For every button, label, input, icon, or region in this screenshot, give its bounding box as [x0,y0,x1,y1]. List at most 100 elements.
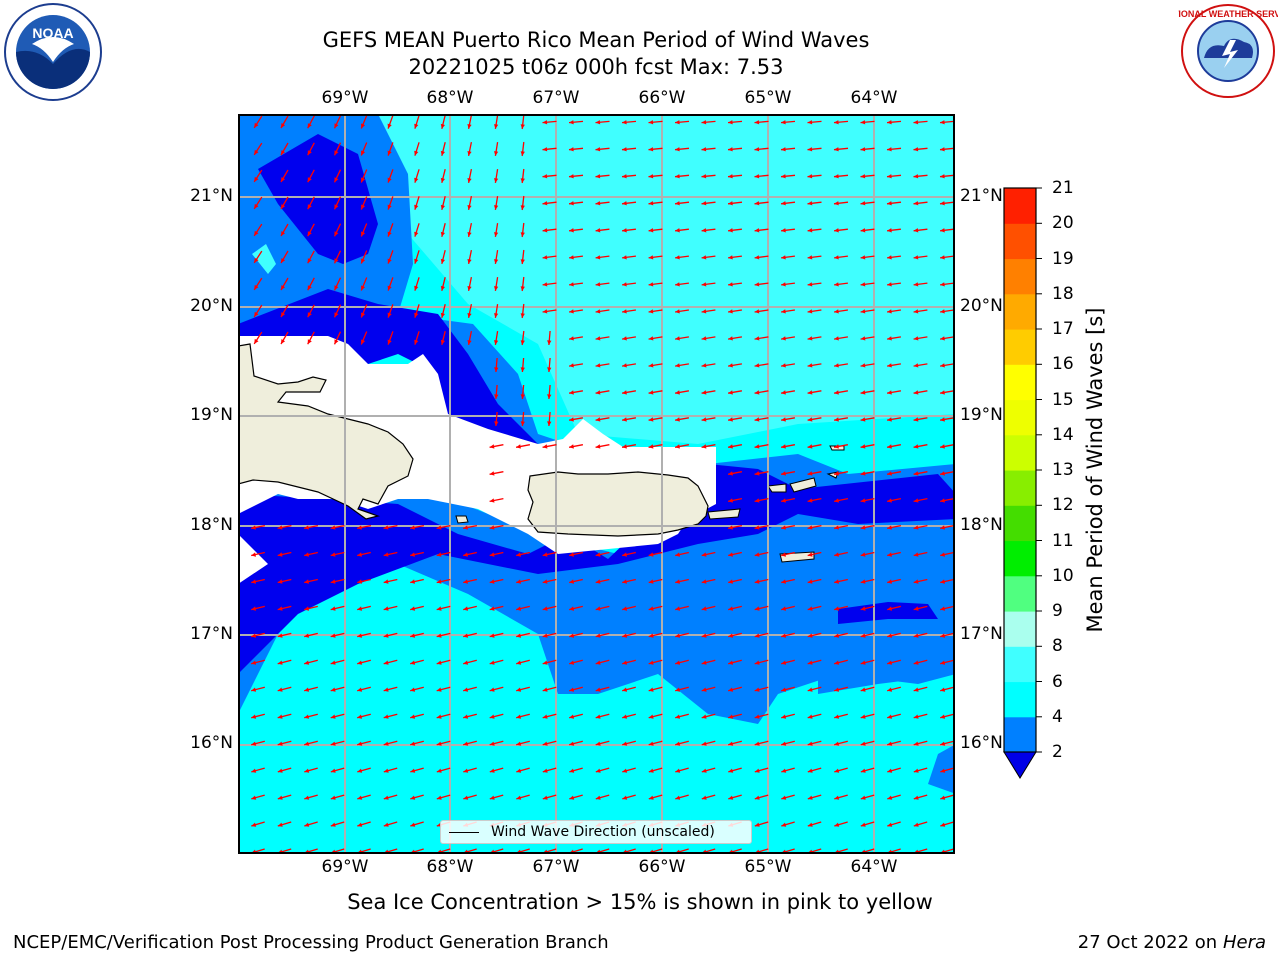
arrow-head [440,258,445,264]
arrow-head [860,606,866,611]
arrow-head [940,660,946,665]
arrow-head [887,579,892,584]
arrow-head [675,660,681,665]
arrow-head [701,714,707,719]
arrow-head [520,124,525,129]
arrow-head [913,471,919,476]
arrow-head [754,768,760,773]
arrow-head [494,232,499,237]
arrow-head [334,177,339,183]
arrow-head [542,309,548,314]
arrow-head [940,795,946,800]
arrow-head [383,795,389,800]
lon-tick-top: 69°W [321,88,369,108]
arrow-head [542,660,548,665]
arrow-head [887,552,892,557]
arrow-head [520,205,525,210]
arrow-head [304,579,309,584]
arrow-head [410,714,416,719]
arrow-head [569,390,574,395]
arrow-head [675,120,680,125]
footer-host: Hera [1222,932,1266,953]
arrow-head [595,606,601,611]
arrow-head [887,417,892,422]
colorbar-tick-label: 13 [1052,460,1074,480]
footer-left: NCEP/EMC/Verification Post Processing Pr… [13,932,609,953]
arrow-head [330,552,336,557]
arrow-head [387,285,392,291]
arrow-head [330,525,336,530]
arrow-head [834,120,839,125]
arrow-head [913,228,919,233]
arrow-head [414,312,419,318]
arrow-head [622,201,627,206]
arrow-head [913,687,919,692]
arrow-head [781,525,786,530]
arrow-head [754,633,760,638]
arrow-head [410,579,415,584]
arrow-head [834,768,840,773]
arrow-head [807,822,813,827]
arrow-head [494,205,499,210]
arrow-head [648,741,654,746]
arrow-head [436,525,442,530]
arrow-head [754,255,760,260]
arrow-head [834,606,840,611]
lat-tick-left: 16°N [190,733,233,753]
arrow-head [595,201,601,206]
arrow-head [807,633,813,638]
contour-2-4-north-coast [239,289,538,444]
arrow-head [467,259,472,264]
arrow-head [807,687,813,692]
arrow-head [728,390,733,395]
arrow-head [494,421,499,426]
arrow-head [254,284,259,290]
arrow-head [520,340,525,345]
arrow-head [334,339,339,345]
arrow-head [254,311,259,317]
arrow-head [251,579,256,584]
arrow-head [277,606,283,611]
arrow-head [494,259,499,264]
arrow-head [277,822,283,827]
arrow-head [940,606,946,611]
arrow-head [860,390,866,395]
arrow-head [440,177,445,183]
arrow-head [467,232,472,237]
arrow-head [254,149,259,155]
arrow-head [569,444,574,449]
arrow-head [860,336,866,341]
arrow-head [281,312,286,317]
arrow-head [648,444,654,449]
arrow-head [781,363,786,368]
arrow-head [940,525,945,530]
arrow-head [622,741,628,746]
arrow-head [383,822,389,827]
arrow-head [887,336,892,341]
arrow-head [860,363,866,368]
arrow-head [701,633,707,638]
arrow-head [387,177,392,183]
arrow-head [781,255,786,260]
colorbar-tick-label: 8 [1052,636,1063,657]
arrow-head [913,768,919,773]
arrow-head [675,390,680,395]
arrow-head [913,660,919,665]
arrow-head [781,822,787,827]
arrow-head [489,687,495,692]
arrow-head [595,309,601,314]
arrow-head [728,768,734,773]
arrow-head [467,286,472,291]
arrow-head [467,205,472,210]
arrow-head [520,178,525,183]
arrow-head [463,606,469,611]
arrow-head [595,714,601,719]
arrow-head [701,687,707,692]
arrow-head [940,282,945,287]
arrow-head [675,417,680,422]
arrow-head [277,633,283,638]
arrow-head [754,552,760,557]
arrow-head [834,714,840,719]
arrow-head [807,147,813,152]
arrow-head [701,741,707,746]
